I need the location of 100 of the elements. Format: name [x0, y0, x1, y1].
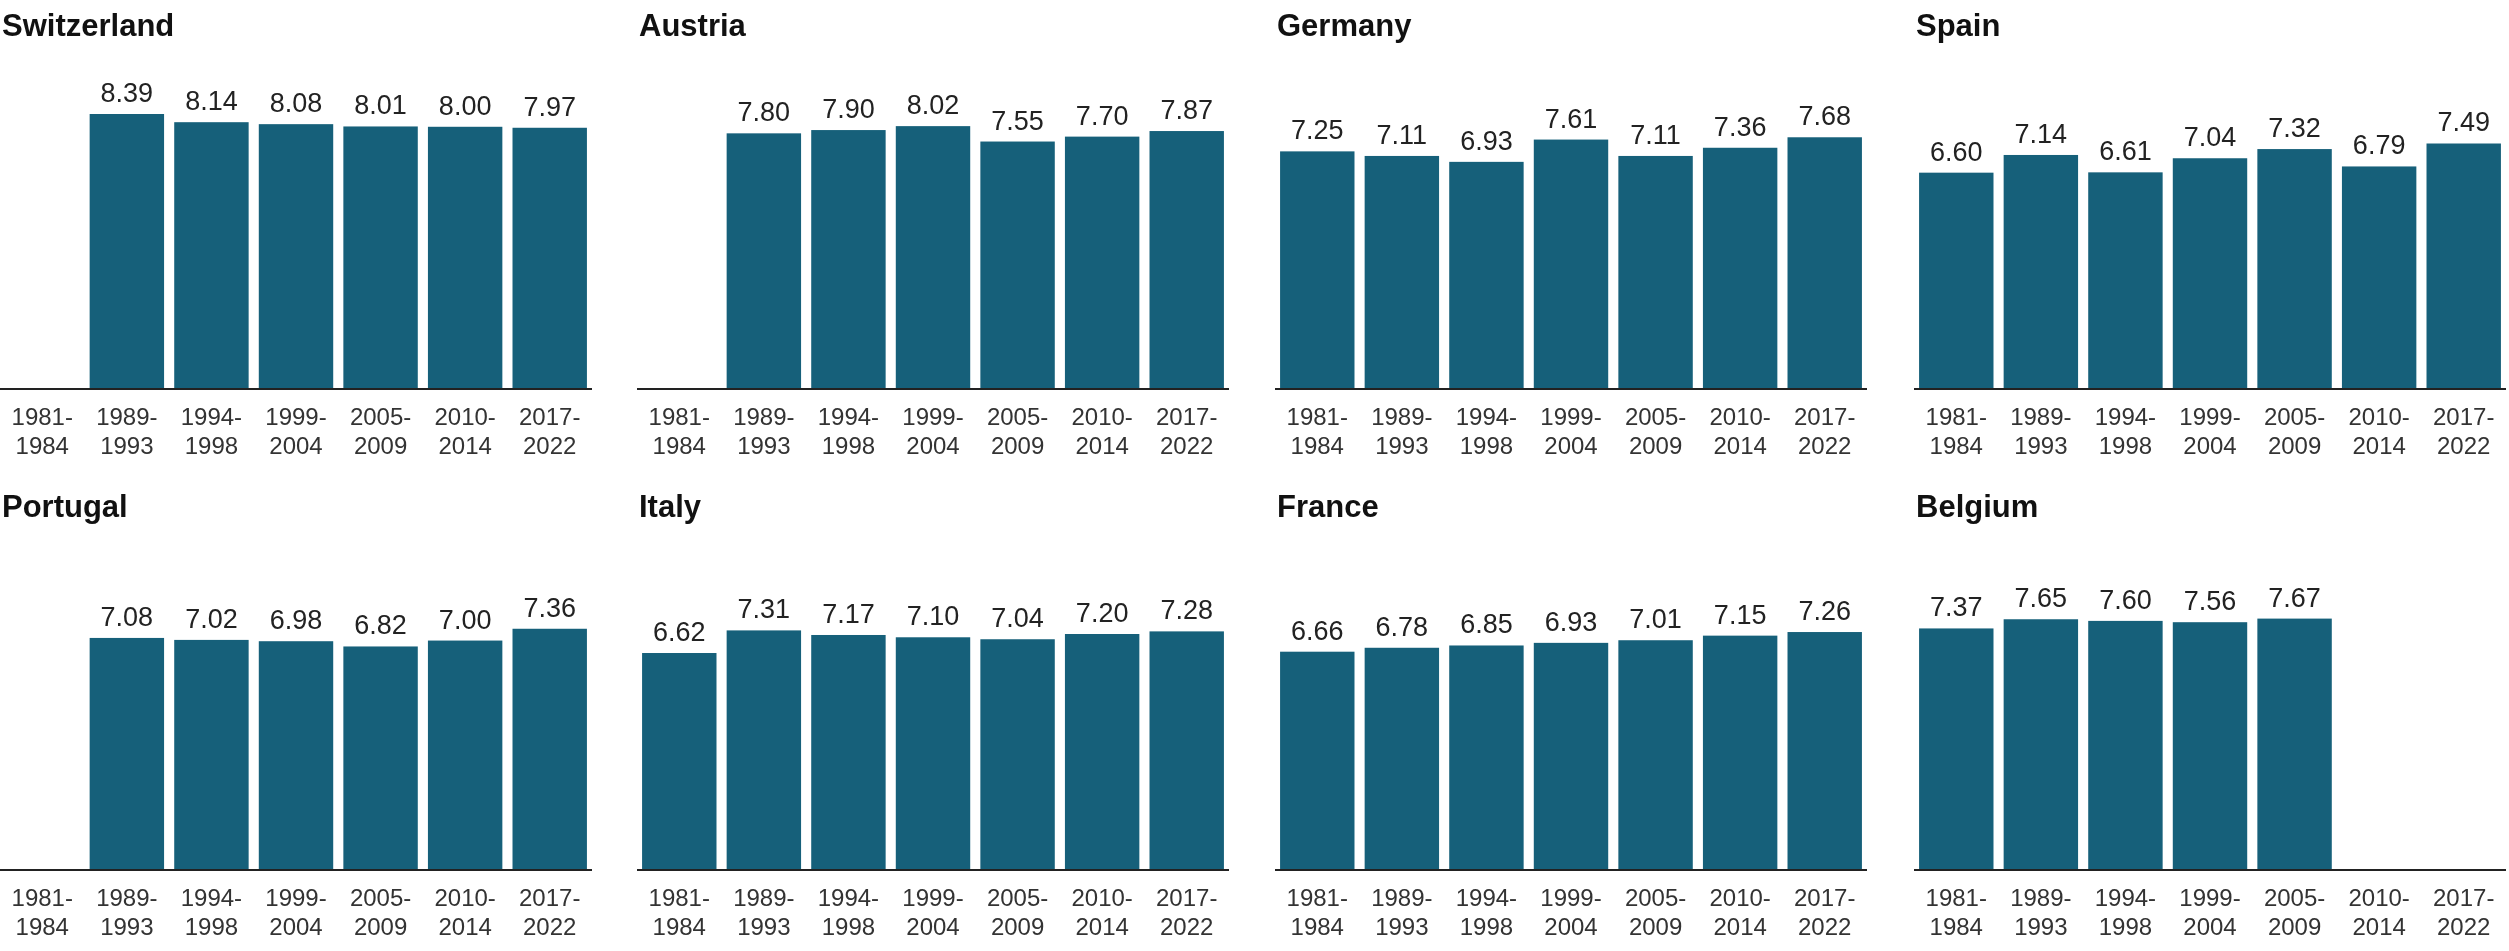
x-tick-label: 1989-1993: [733, 884, 795, 940]
chart-title: Spain: [1916, 8, 2001, 43]
bar: [2172, 622, 2248, 870]
x-tick-label: 2005-2009: [2263, 403, 2326, 459]
x-tick-label: 1994-1998: [817, 403, 880, 459]
x-tick-label: 1999-2004: [902, 884, 964, 940]
x-tick-label: 1999-2004: [1540, 884, 1602, 940]
x-tick-label: 1994-1998: [2094, 884, 2157, 940]
x-tick-label: 1981-1984: [648, 884, 710, 940]
data-label: 7.02: [185, 603, 238, 634]
bar: [2341, 166, 2417, 389]
x-tick-label: 1981-1984: [11, 884, 73, 940]
x-tick-label: 2005-2009: [986, 884, 1049, 940]
x-tick-label: 1989-1993: [2010, 884, 2072, 940]
chart-title: Portugal: [2, 489, 128, 524]
data-label: 7.04: [2183, 122, 2237, 153]
x-tick-label: 2010-2014: [2348, 884, 2410, 940]
x-tick-label: 1999-2004: [265, 884, 327, 940]
x-tick-label: 1999-2004: [2179, 884, 2241, 940]
data-label: 7.90: [822, 94, 875, 125]
x-tick-label: 2010-2014: [434, 403, 496, 459]
data-label: 7.25: [1291, 115, 1344, 146]
data-label: 7.36: [523, 592, 576, 623]
data-label: 7.49: [2437, 107, 2490, 138]
bar: [2003, 154, 2079, 389]
x-tick-label: 1999-2004: [265, 403, 327, 459]
data-label: 6.82: [354, 610, 407, 641]
x-tick-label: 1989-1993: [1371, 403, 1433, 459]
bar: [1919, 628, 1994, 870]
bar: [2257, 149, 2332, 389]
x-tick-label: 1989-1993: [96, 884, 158, 940]
data-label: 7.15: [1713, 599, 1767, 630]
bar: [1919, 172, 1994, 389]
chart-title: Italy: [639, 489, 702, 524]
chart-title: Germany: [1277, 8, 1413, 43]
data-label: 7.56: [2183, 586, 2237, 617]
data-label: 8.39: [100, 78, 154, 108]
chart-title: France: [1277, 489, 1379, 524]
data-label: 7.20: [1075, 598, 1129, 628]
x-tick-label: 2017-2022: [1156, 403, 1218, 459]
x-tick-label: 1999-2004: [1540, 403, 1602, 459]
data-label: 7.17: [822, 598, 875, 629]
x-tick-label: 1981-1984: [1286, 403, 1348, 459]
x-tick-label: 2017-2022: [1794, 403, 1856, 459]
x-tick-label: 2010-2014: [1071, 884, 1133, 940]
data-label: 6.79: [2352, 130, 2406, 161]
data-label: 8.01: [354, 90, 407, 121]
x-tick-label: 1989-1993: [733, 403, 795, 459]
x-tick-label: 2005-2009: [349, 884, 412, 940]
x-tick-label: 1989-1993: [1371, 884, 1433, 940]
data-label: 7.11: [1630, 119, 1681, 150]
x-tick-label: 2005-2009: [1624, 884, 1687, 940]
bar: [2257, 618, 2332, 870]
x-tick-label: 1994-1998: [180, 884, 243, 940]
x-tick-label: 1989-1993: [2010, 403, 2072, 459]
data-label: 7.26: [1798, 596, 1851, 627]
x-tick-label: 1994-1998: [2094, 403, 2157, 459]
data-label: 6.62: [653, 617, 706, 648]
data-label: 7.11: [1376, 119, 1428, 150]
x-tick-label: 1994-1998: [1455, 403, 1518, 459]
x-tick-label: 2005-2009: [2263, 884, 2326, 940]
data-label: 7.31: [737, 594, 791, 625]
x-tick-label: 1994-1998: [817, 884, 880, 940]
data-label: 8.02: [906, 90, 960, 121]
data-label: 7.10: [906, 601, 960, 632]
data-label: 7.04: [991, 603, 1044, 634]
data-label: 7.32: [2268, 113, 2321, 144]
x-tick-label: 2017-2022: [1156, 884, 1218, 940]
x-tick-label: 1981-1984: [648, 403, 710, 459]
data-label: 7.65: [2014, 583, 2068, 614]
data-label: 7.28: [1160, 595, 1213, 626]
x-tick-label: 2010-2014: [2348, 403, 2410, 459]
bar: [2172, 158, 2248, 389]
x-tick-label: 1981-1984: [1925, 884, 1987, 940]
bar: [2088, 172, 2163, 389]
data-label: 7.37: [1930, 592, 1983, 623]
x-tick-label: 2010-2014: [1071, 403, 1133, 459]
x-tick-label: 1981-1984: [1286, 884, 1348, 940]
data-label: 7.55: [991, 105, 1044, 136]
data-label: 6.60: [1930, 136, 1983, 167]
data-label: 7.61: [1544, 103, 1598, 134]
x-tick-label: 2017-2022: [1794, 884, 1856, 940]
data-label: 8.08: [269, 88, 323, 119]
data-label: 7.36: [1713, 111, 1767, 142]
x-tick-label: 1994-1998: [1455, 884, 1518, 940]
x-tick-label: 2010-2014: [1709, 884, 1771, 940]
x-tick-label: 1981-1984: [11, 403, 73, 459]
data-label: 6.93: [1460, 125, 1513, 156]
x-tick-label: 1994-1998: [180, 403, 243, 459]
x-tick-label: 2005-2009: [986, 403, 1049, 459]
data-label: 7.70: [1075, 100, 1129, 131]
data-label: 7.00: [438, 604, 492, 635]
x-tick-label: 1989-1993: [96, 403, 158, 459]
data-label: 7.80: [737, 97, 791, 128]
data-label: 8.00: [438, 90, 492, 121]
x-tick-label: 2010-2014: [1709, 403, 1771, 459]
data-label: 6.98: [269, 605, 323, 636]
data-label: 6.61: [2099, 136, 2152, 167]
x-tick-label: 2017-2022: [2433, 884, 2495, 940]
x-tick-label: 2010-2014: [434, 884, 496, 940]
